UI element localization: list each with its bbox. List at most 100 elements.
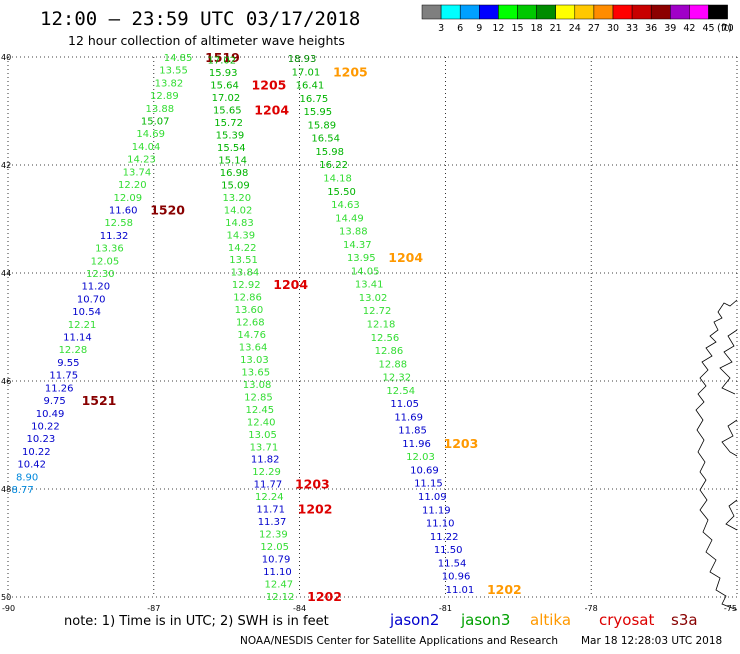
wave-height-value: 11.32 [100,231,129,242]
wave-height-value: 12.86 [233,293,262,304]
map-title: 12:00 – 23:59 UTC 03/17/2018 [40,8,360,30]
wave-height-value: 13.20 [222,193,251,204]
time-label: 1205 [252,78,287,93]
wave-height-value: 12.58 [104,218,133,229]
legend-bin-label: 70 [722,23,734,34]
wave-height-value: 13.51 [229,255,258,266]
wave-height-value: 11.50 [434,545,463,556]
legend-bin-label: 33 [626,23,638,34]
wave-height-value: 11.54 [438,558,467,569]
legend-bin-label: 27 [588,23,600,34]
wave-height-value: 12.56 [371,333,400,344]
wave-height-value: 14.49 [335,213,364,224]
wave-height-value: 11.71 [256,505,285,516]
wave-height-value: 13.05 [248,430,277,441]
wave-height-value: 11.15 [414,479,443,490]
wave-height-value: 11.10 [426,519,455,530]
wave-height-value: 12.40 [247,417,276,428]
wave-height-value: 9.55 [57,358,79,369]
wave-height-value: 14.22 [228,243,257,254]
wave-height-value: 8.90 [16,472,38,483]
latitude-label: 40 [1,53,11,62]
legend-unit: (ft) [717,23,732,34]
time-label: 1205 [333,64,368,79]
time-label: 1204 [388,250,423,265]
legend-swatch [708,4,728,20]
legend-swatch [555,4,576,20]
wave-height-value: 12.92 [232,280,261,291]
wave-height-value: 13.60 [235,305,264,316]
wave-height-value: 11.14 [63,333,92,344]
wave-height-value: 12.18 [367,319,396,330]
wave-height-value: 11.85 [398,426,427,437]
legend-swatch [421,4,442,20]
longitude-label: -84 [293,604,306,613]
wave-height-value: 14.83 [225,218,254,229]
wave-height-value: 13.02 [359,293,388,304]
wave-height-value: 10.54 [72,307,101,318]
wave-height-value: 12.24 [255,492,284,503]
wave-height-value: 10.22 [22,447,51,458]
wave-height-value: 12.39 [259,530,288,541]
wave-height-value: 11.82 [251,455,280,466]
wave-height-value: 13.64 [239,343,268,354]
wave-height-value: 17.01 [292,67,321,78]
wave-height-value: 10.22 [31,421,60,432]
legend-bin-label: 42 [683,23,695,34]
satellite-label: s3a [671,611,698,629]
wave-height-value: 17.02 [212,93,241,104]
wave-height-value: 15.07 [141,117,170,128]
wave-height-value: 18.93 [288,54,317,65]
wave-height-value: 11.20 [81,282,110,293]
wave-height-value: 12.03 [406,452,435,463]
wave-height-value: 11.75 [49,371,78,382]
wave-height-value: 13.03 [240,355,269,366]
wave-height-value: 12.05 [260,542,289,553]
wave-height-value: 11.26 [45,383,74,394]
wave-height-value: 12.89 [150,91,179,102]
legend-bin-label: 9 [476,23,482,34]
wave-height-value: 14.85 [164,53,193,64]
legend-swatch [459,4,480,20]
legend-bin-label: 12 [492,23,504,34]
footer-credit: NOAA/NESDIS Center for Satellite Applica… [240,635,558,647]
wave-height-value: 12.32 [382,373,411,384]
wave-height-value: 10.70 [77,294,106,305]
wave-height-value: 10.49 [36,409,65,420]
wave-height-value: 12.28 [59,345,88,356]
wave-height-value: 16.54 [311,134,340,145]
wave-height-value: 16.41 [296,81,325,92]
legend-swatch [517,4,537,20]
time-label: 1202 [307,589,342,604]
legend-swatch [612,4,633,20]
wave-height-value: 13.41 [355,280,384,291]
wave-height-value: 8.77 [11,485,33,496]
legend-swatch [670,4,690,20]
legend-swatch [479,4,499,20]
wave-height-value: 13.71 [250,442,279,453]
wave-height-value: 11.09 [418,492,447,503]
longitude-label: -81 [439,604,452,613]
legend-bin-label: 45 [702,23,714,34]
wave-height-value: 11.69 [394,412,423,423]
wave-height-value: 15.65 [213,106,242,117]
longitude-label: -90 [2,604,15,613]
wave-height-value: 15.93 [209,68,238,79]
legend-swatch [593,4,614,20]
track-pass-c: 18.93 17.01 16.41 16.75 15.95 15.89 16.54 15.98… [288,54,522,597]
wave-height-value: 14.69 [136,129,165,140]
latitude-label: 44 [1,269,11,278]
wave-height-value: 17.02 [208,56,237,67]
wave-height-value: 15.39 [216,131,245,142]
legend-bin-label: 18 [531,23,543,34]
wave-height-value: 14.05 [351,266,380,277]
wave-height-value: 15.14 [218,155,247,166]
wave-height-value: 10.96 [442,572,471,583]
wave-height-value: 14.02 [224,205,253,216]
time-label: 1202 [487,582,522,597]
wave-height-value: 15.98 [315,147,344,158]
satellite-label: cryosat [599,611,654,629]
